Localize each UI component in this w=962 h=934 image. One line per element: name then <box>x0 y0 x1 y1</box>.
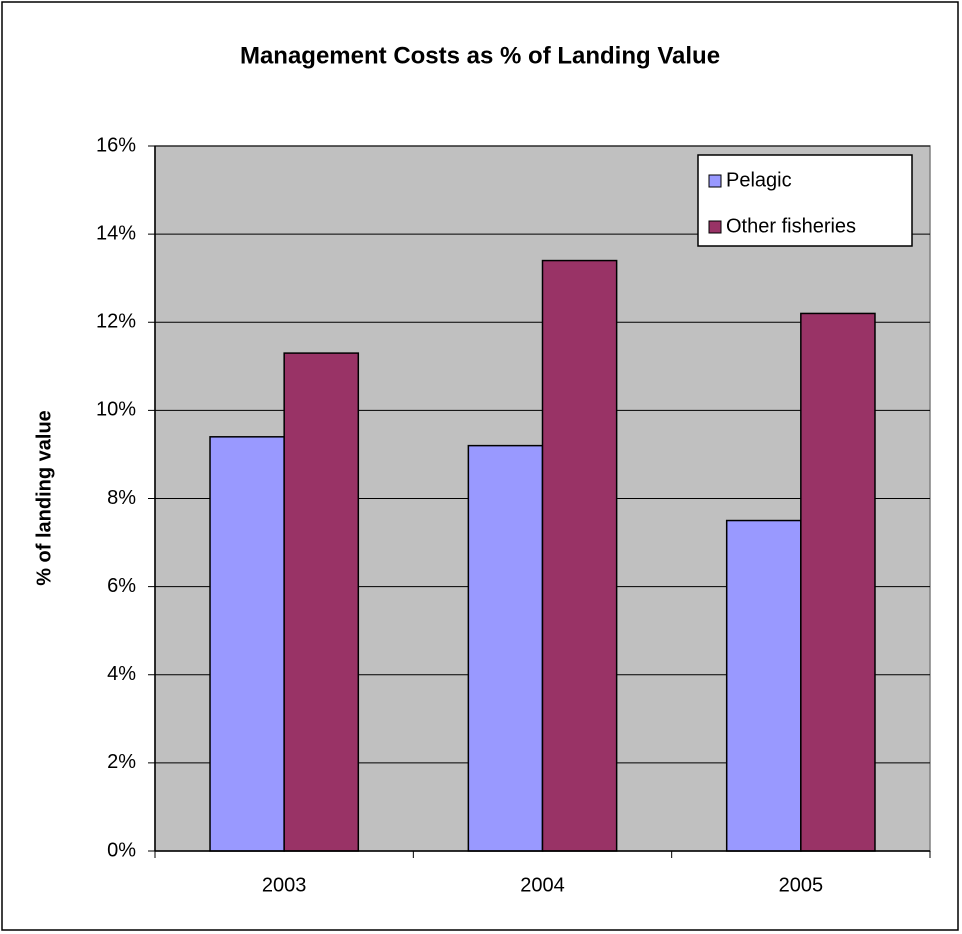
y-tick-label: 8% <box>107 487 136 509</box>
y-tick-label: 0% <box>107 839 136 861</box>
bar <box>467 444 544 852</box>
y-tick-label: 6% <box>107 575 136 597</box>
y-tick-label: 4% <box>107 663 136 685</box>
bar <box>209 436 285 852</box>
legend-label: Pelagic <box>726 169 792 191</box>
y-tick-label: 2% <box>107 751 136 773</box>
bar <box>283 352 360 852</box>
legend-swatch <box>708 174 722 188</box>
legend-label: Other fisheries <box>726 215 856 237</box>
chart-title: Management Costs as % of Landing Value <box>240 42 720 69</box>
y-tick-label: 16% <box>96 134 136 156</box>
legend-swatch <box>708 220 722 234</box>
y-tick-label: 14% <box>96 222 136 244</box>
bar <box>725 519 802 852</box>
y-tick-label: 10% <box>96 399 136 421</box>
bar <box>541 259 618 852</box>
x-tick-label: 2003 <box>262 874 307 896</box>
y-axis-label: % of landing value <box>33 410 55 586</box>
x-tick-label: 2004 <box>520 874 565 896</box>
legend-box <box>697 154 913 247</box>
bar <box>800 312 876 852</box>
x-tick-label: 2005 <box>779 874 824 896</box>
y-tick-label: 12% <box>96 311 136 333</box>
